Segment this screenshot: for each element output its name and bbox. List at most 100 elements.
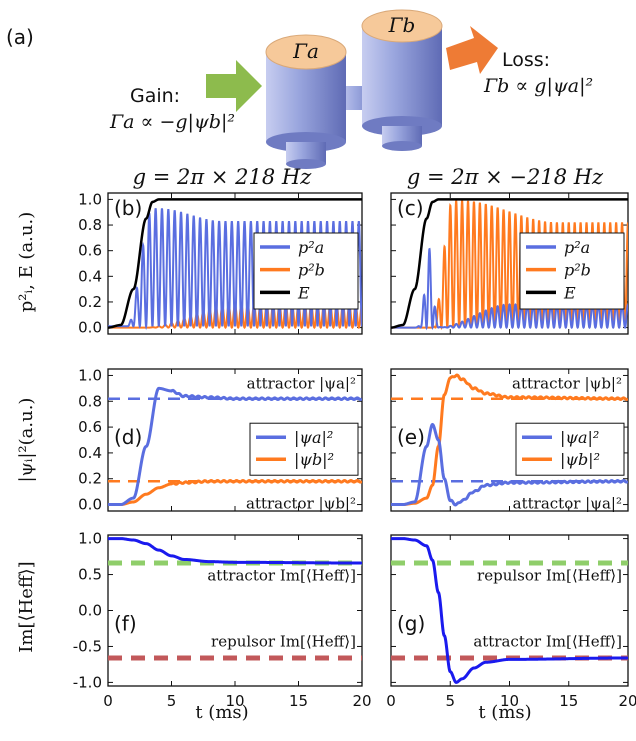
series-heff-line [391,537,628,684]
gain-title: Gain: [130,85,180,107]
tank-b-neck-bottom [382,141,422,151]
tank-b-neck [382,126,422,146]
plot-area [391,373,628,507]
panel-b: 0.0 0.2 0.4 0.6 0.8 1.0 (b) p²a p²b E [78,190,363,337]
legend-label: p²b [564,261,591,280]
gain-formula: Γa ∝ −g|ψb|² [109,111,235,133]
tank-a-neck [286,142,326,164]
loss-arrow-icon [446,26,498,74]
legend-label: p²a [564,238,590,257]
y-tick-label: -1.0 [73,673,102,691]
column-title-right: g = 2π × −218 Hz [407,165,604,189]
legend-box [249,422,359,476]
x-tick-label: 5 [167,692,177,710]
x-tick-label: 10 [225,692,244,710]
loss-title: Loss: [502,49,550,71]
tank-b-body [362,26,442,126]
series-psib-line [108,479,362,507]
series-psib-line [391,373,628,507]
annotation-top: attractor |ψa|² [247,374,356,392]
panel-g: 0 5 10 15 20 (g) repulsor Im[⟨Heff⟩] attractor … [386,534,636,710]
annotation-upper: attractor Im[⟨Heff⟩] [207,566,356,584]
row-ylabel-psi: |ψᵢ|²(a.u.) [16,398,37,483]
series-E-line [391,198,628,329]
plot-frame [390,534,629,687]
legend-label: E [297,283,310,302]
annotation-lower: repulsor Im[⟨Heff⟩] [211,632,356,650]
x-tick-label: 15 [559,692,578,710]
tank-diagram: Γa Γb Gain: Γa ∝ −g|ψb|² Loss: Γb ∝ g|ψa… [109,9,593,169]
panel-label: (e) [397,425,425,449]
plot-area [391,537,628,684]
panel-d: 0.0 0.2 0.4 0.6 0.8 1.0 (d) attractor |ψa|² attr… [78,366,363,514]
tank-a-neck-bottom [286,159,326,169]
x-tick-label: 20 [352,692,371,710]
y-tick-label: 0.0 [78,496,102,514]
legend-label: E [563,283,576,302]
legend-label: |ψa|² [294,428,333,447]
annotation-lower: attractor Im[⟨Heff⟩] [473,632,622,650]
y-tick-label: 0.2 [78,470,102,488]
legend-label: |ψb|² [294,450,334,469]
series-pa-line [391,247,628,331]
panel-f: 0 5 10 15 20 1.0 0.5 0.0 -0.5 -1.0 (f) attractor Im… [73,530,372,710]
annotation-bottom: attractor |ψb|² [246,495,356,513]
y-tick-label: 0.5 [78,566,102,584]
y-tick-label: 1.0 [78,366,102,384]
y-tick-label: 0.6 [78,418,102,436]
tank-a-top [265,34,347,70]
plot-area [108,386,362,507]
panel-label: (d) [114,425,142,449]
tank-b-top [361,9,443,43]
plot-frame [107,534,363,687]
legend-box [515,422,625,476]
y-tick-label: 0.4 [78,267,102,285]
figure-label: (a) [6,25,34,49]
x-tick-label: 20 [618,692,636,710]
column-title-left: g = 2π × 218 Hz [133,165,313,189]
panel-label: (b) [114,196,142,220]
annotation-bottom: attractor |ψa|² [513,495,622,513]
y-tick-label: 0.2 [78,293,102,311]
y-tick-label: 0.0 [78,319,102,337]
loss-formula: Γb ∝ g|ψa|² [483,75,593,97]
plot-area [108,537,362,661]
panel-label: (g) [397,612,425,636]
y-tick-label: -0.5 [73,637,102,655]
panel-label: (c) [397,196,424,220]
y-tick-label: 1.0 [78,190,102,208]
x-tick-label: 15 [289,692,308,710]
annotation-upper: repulsor Im[⟨Heff⟩] [477,566,622,584]
panel-e: (e) attractor |ψb|² attractor |ψa|² |ψa|² |ψ… [390,368,629,513]
y-tick-label: 0.0 [78,602,102,620]
x-tick-label: 0 [103,692,113,710]
legend-label: |ψb|² [560,450,600,469]
tank-a-label: Γa [292,39,319,63]
x-tick-label: 5 [445,692,455,710]
panel-c: (c) p²a p²b E [390,192,629,335]
y-tick-label: 0.8 [78,216,102,234]
y-tick-label: 1.0 [78,530,102,548]
series-heff-line [108,537,362,565]
row-ylabel-heff: Im[⟨Heff⟩] [16,561,37,652]
xlabel-left: t (ms) [195,702,248,723]
series-E-line [108,198,362,329]
legend-label: p²a [298,238,324,257]
tank-b-label: Γb [388,13,416,37]
x-tick-label: 0 [386,692,396,710]
legend-label: p²b [298,261,325,280]
series-psia-line [391,422,628,507]
x-tick-label: 10 [500,692,519,710]
y-tick-label: 0.6 [78,242,102,260]
y-tick-label: 0.8 [78,392,102,410]
series-psia-line [108,386,362,507]
annotation-top: attractor |ψb|² [512,374,622,392]
y-tick-label: 0.4 [78,444,102,462]
xlabel-right: t (ms) [478,702,531,723]
gain-arrow-icon [206,60,262,112]
panel-label: (f) [114,612,137,636]
row-ylabel-power: p²ᵢ, E (a.u.) [16,212,37,312]
plots: 0.00.20.40.60.81.0 (b)p²ap²bE(c)p²ap²bE0.… [73,190,636,710]
legend-label: |ψa|² [560,428,599,447]
